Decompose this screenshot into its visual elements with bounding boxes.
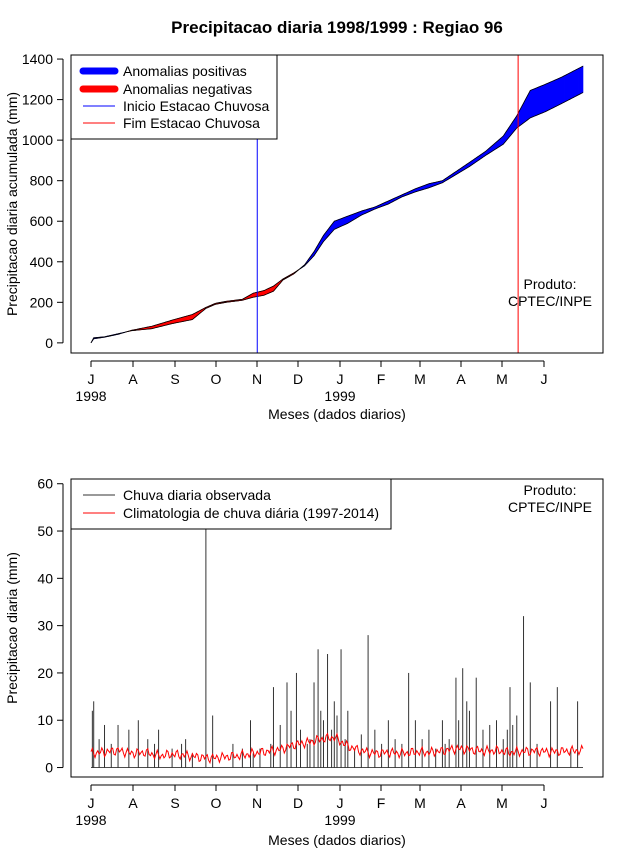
top-x-tick-label: D	[293, 371, 303, 387]
bottom-legend-label-observed: Chuva diaria observada	[123, 487, 271, 503]
bottom-y-axis-label: Precipitacao diaria (mm)	[4, 552, 20, 704]
top-x-tick-label: J	[88, 371, 95, 387]
top-y-tick-label: 400	[30, 254, 54, 270]
top-annotation-line2: CPTEC/INPE	[508, 293, 592, 309]
top-x-tick-label: F	[377, 371, 386, 387]
top-x-tick-label: A	[456, 371, 466, 387]
top-y-axis: 0 200 400 600 800 1000 1200 1400	[22, 51, 64, 351]
top-y-tick-label: 800	[30, 173, 54, 189]
top-x-tick-label: N	[252, 371, 262, 387]
top-y-tick-label: 1200	[22, 92, 53, 108]
top-observed-line	[90, 65, 584, 344]
top-y-axis-label: Precipitacao diaria acumulada (mm)	[4, 92, 20, 316]
top-climatology-line	[90, 92, 584, 344]
bottom-y-tick-label: 20	[37, 665, 53, 681]
top-y-tick-label: 200	[30, 294, 54, 310]
top-legend-label-negative: Anomalias negativas	[123, 81, 252, 97]
figure-title: Precipitacao diaria 1998/1999 : Regiao 9…	[171, 18, 503, 37]
bottom-year-label: 1999	[324, 812, 355, 828]
top-x-tick-label: M	[496, 371, 508, 387]
top-x-tick-label: M	[414, 371, 426, 387]
top-x-tick-label: J	[541, 371, 548, 387]
top-y-tick-label: 0	[45, 335, 53, 351]
bottom-x-tick-label: J	[541, 795, 548, 811]
top-legend-label-positive: Anomalias positivas	[123, 63, 247, 79]
top-x-tick-label: A	[128, 371, 138, 387]
bottom-y-tick-label: 40	[37, 570, 53, 586]
top-x-tick-label: J	[337, 371, 344, 387]
bottom-y-tick-label: 10	[37, 712, 53, 728]
top-legend-label-end: Fim Estacao Chuvosa	[123, 115, 260, 131]
bottom-y-tick-label: 50	[37, 523, 53, 539]
top-annotation-line1: Produto:	[524, 276, 577, 292]
bottom-y-tick-label: 0	[45, 760, 53, 776]
top-x-tick-label: O	[211, 371, 222, 387]
bottom-annotation-line1: Produto:	[524, 482, 577, 498]
top-legend-box	[70, 54, 278, 140]
bottom-annotation-line2: CPTEC/INPE	[508, 499, 592, 515]
bottom-legend: Chuva diaria observada Climatologia de c…	[70, 478, 392, 530]
top-year-label: 1998	[75, 388, 106, 404]
bottom-x-tick-label: N	[252, 795, 262, 811]
top-x-axis-label: Meses (dados diarios)	[268, 406, 406, 422]
bottom-x-tick-label: O	[211, 795, 222, 811]
bottom-x-tick-label: J	[337, 795, 344, 811]
top-x-tick-label: S	[170, 371, 179, 387]
bottom-x-tick-label: J	[88, 795, 95, 811]
top-y-tick-label: 1000	[22, 132, 53, 148]
bottom-x-axis-label: Meses (dados diarios)	[268, 832, 406, 848]
climatology-line	[90, 732, 584, 765]
bottom-x-tick-label: M	[414, 795, 426, 811]
top-anomaly-band	[581, 65, 584, 94]
bottom-plot-area	[90, 521, 584, 768]
top-plot-area	[90, 55, 584, 353]
bottom-x-tick-label: F	[377, 795, 386, 811]
bottom-legend-label-climatology: Climatologia de chuva diária (1997-2014)	[123, 505, 379, 521]
bottom-x-tick-label: D	[293, 795, 303, 811]
bottom-x-tick-label: A	[456, 795, 466, 811]
top-y-tick-label: 1400	[22, 51, 53, 67]
top-legend: Anomalias positivas Anomalias negativas …	[70, 54, 278, 140]
bottom-x-tick-label: A	[128, 795, 138, 811]
top-y-tick-label: 600	[30, 213, 54, 229]
bottom-y-tick-label: 60	[37, 476, 53, 492]
bottom-y-axis: 0 10 20 30 40 50 60	[37, 476, 64, 776]
bottom-legend-box	[70, 478, 392, 530]
top-legend-label-start: Inicio Estacao Chuvosa	[123, 98, 270, 114]
bottom-y-tick-label: 30	[37, 618, 53, 634]
top-year-label: 1999	[324, 388, 355, 404]
bottom-year-label: 1998	[75, 812, 106, 828]
bottom-x-tick-label: S	[170, 795, 179, 811]
bottom-x-tick-label: M	[496, 795, 508, 811]
top-plot-frame	[70, 54, 604, 354]
